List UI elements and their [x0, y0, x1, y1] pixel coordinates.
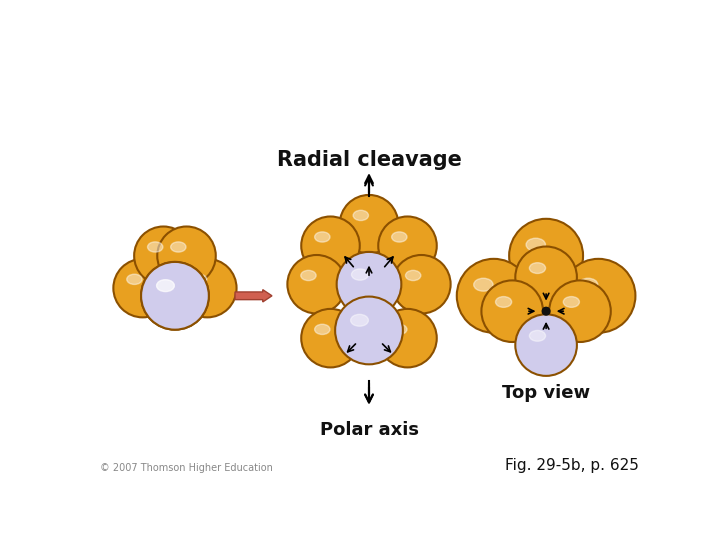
Ellipse shape — [156, 280, 174, 292]
Ellipse shape — [392, 232, 407, 242]
Circle shape — [562, 259, 636, 333]
Text: Fig. 29-5b, p. 625: Fig. 29-5b, p. 625 — [505, 458, 639, 473]
Ellipse shape — [351, 314, 369, 326]
Ellipse shape — [315, 232, 330, 242]
Text: © 2007 Thomson Higher Education: © 2007 Thomson Higher Education — [99, 463, 272, 473]
Circle shape — [549, 280, 611, 342]
Circle shape — [456, 259, 531, 333]
Circle shape — [301, 309, 360, 367]
Circle shape — [482, 280, 543, 342]
Circle shape — [141, 262, 209, 330]
Ellipse shape — [529, 330, 546, 341]
Circle shape — [378, 217, 437, 275]
Circle shape — [134, 226, 193, 285]
Circle shape — [178, 259, 237, 318]
Circle shape — [337, 252, 401, 316]
Circle shape — [516, 247, 577, 308]
Ellipse shape — [474, 278, 493, 291]
Ellipse shape — [148, 242, 163, 252]
Ellipse shape — [392, 324, 407, 334]
Circle shape — [335, 296, 403, 365]
Ellipse shape — [192, 274, 207, 285]
Text: Radial cleavage: Radial cleavage — [276, 150, 462, 170]
Ellipse shape — [495, 296, 512, 307]
Circle shape — [542, 307, 550, 315]
Circle shape — [509, 219, 583, 293]
Circle shape — [141, 262, 209, 330]
Ellipse shape — [405, 271, 421, 281]
Ellipse shape — [353, 210, 369, 220]
Ellipse shape — [578, 278, 598, 291]
Text: Polar axis: Polar axis — [320, 421, 418, 440]
Circle shape — [392, 255, 451, 314]
Ellipse shape — [171, 242, 186, 252]
Circle shape — [516, 314, 577, 376]
FancyArrow shape — [235, 289, 272, 302]
Text: Top view: Top view — [502, 384, 590, 402]
Ellipse shape — [351, 269, 369, 280]
Ellipse shape — [156, 280, 174, 292]
Circle shape — [378, 309, 437, 367]
Ellipse shape — [315, 324, 330, 334]
Circle shape — [301, 217, 360, 275]
Ellipse shape — [529, 262, 546, 273]
Ellipse shape — [526, 238, 546, 251]
Ellipse shape — [127, 274, 142, 285]
Circle shape — [113, 259, 172, 318]
Circle shape — [340, 195, 398, 253]
Circle shape — [157, 226, 216, 285]
Ellipse shape — [563, 296, 580, 307]
Ellipse shape — [301, 271, 316, 281]
Circle shape — [287, 255, 346, 314]
